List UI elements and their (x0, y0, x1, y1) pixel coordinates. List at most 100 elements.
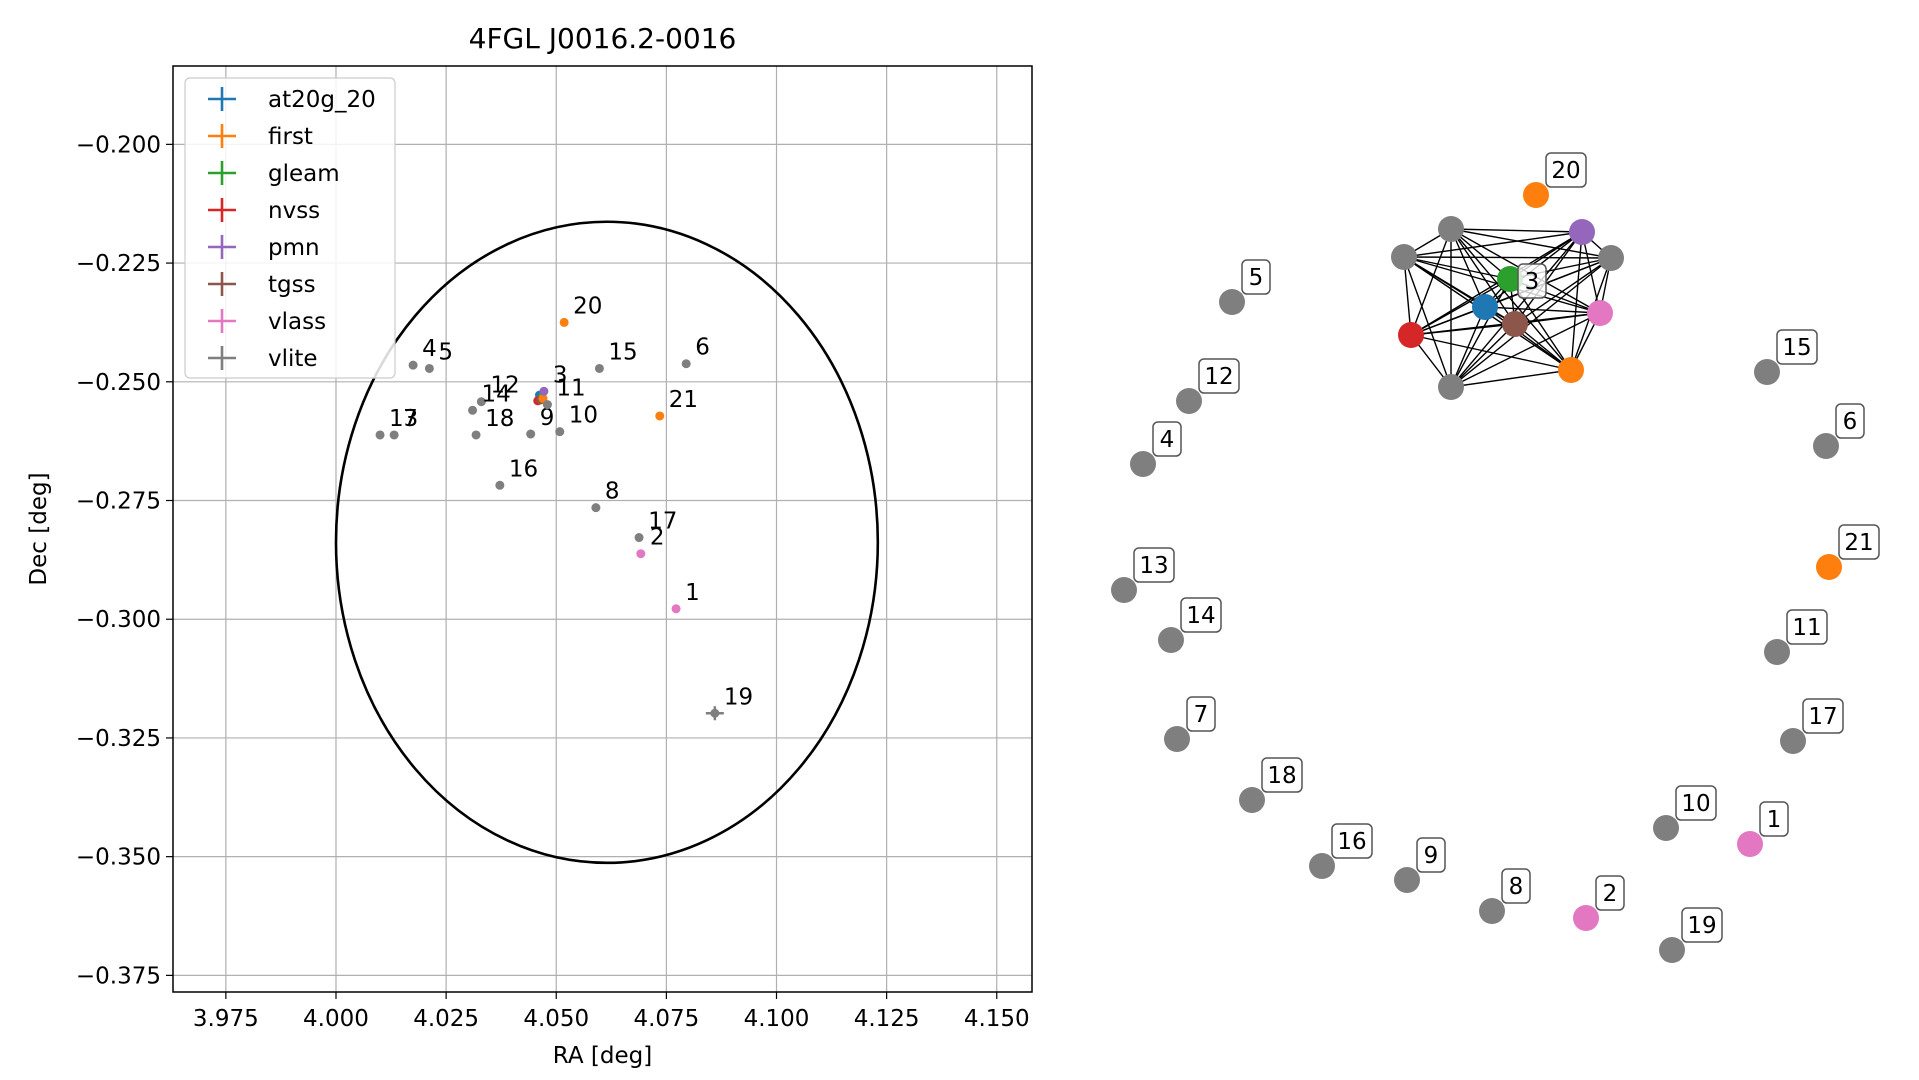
y-tick-label: −0.375 (76, 963, 161, 989)
data-point-21 (655, 411, 665, 421)
plot-frame (172, 65, 1033, 993)
node-label-16: 16 (1331, 823, 1373, 859)
graph-edge (1581, 231, 1601, 314)
data-point-11 (542, 400, 552, 410)
graph-node-14 (1158, 627, 1184, 653)
legend-entry-gleam: gleam (268, 161, 340, 187)
node-label-box (1186, 696, 1216, 732)
data-point-20 (559, 317, 569, 327)
x-tick-label: 3.975 (193, 1006, 259, 1032)
legend-entry-at20g_20: at20g_20 (268, 87, 376, 113)
node-label-1: 1 (1759, 801, 1789, 837)
node-label-2: 2 (1595, 875, 1625, 911)
x-tick-label: 4.100 (744, 1006, 810, 1032)
node-label-text: 18 (1267, 763, 1296, 789)
graph-node-4 (1130, 451, 1156, 477)
graph-edge (1403, 231, 1583, 258)
node-label-text: 12 (1204, 364, 1233, 390)
node-label-box (1133, 547, 1175, 583)
point-label-15: 15 (608, 339, 637, 365)
node-label-text: 2 (1603, 881, 1618, 907)
graph-edge (1450, 369, 1572, 388)
association-graph-panel: 3 20 5 12 4 13 14 7 18 16 9 8 2 19 10 1 17 11 21 6 15 (1111, 152, 1880, 963)
point-label-16: 16 (509, 456, 538, 482)
graph-node-vlite (1438, 374, 1464, 400)
point-label-4: 4 (422, 336, 437, 362)
node-label-box (1545, 152, 1587, 188)
x-tick-label: 4.000 (303, 1006, 369, 1032)
point-label-9: 9 (540, 405, 555, 431)
y-tick-label: −0.325 (76, 726, 161, 752)
node-label-text: 1 (1767, 807, 1782, 833)
node-label-text: 21 (1844, 530, 1873, 556)
data-point-9 (526, 429, 536, 439)
node-label-box (1241, 259, 1271, 295)
graph-node-pmn (1569, 219, 1595, 245)
node-label-text: 4 (1160, 427, 1175, 453)
point-label-7: 7 (403, 406, 418, 432)
graph-node-6 (1813, 433, 1839, 459)
graph-node-vlass (1587, 300, 1613, 326)
data-point-10 (555, 427, 565, 437)
legend-entry-tgss: tgss (268, 272, 316, 298)
point-label-20: 20 (573, 293, 602, 319)
data-point-16 (495, 480, 505, 490)
graph-edge (1450, 323, 1516, 388)
node-label-6: 6 (1835, 403, 1865, 439)
cluster-label: 3 (1517, 263, 1547, 299)
node-label-box (1595, 875, 1625, 911)
legend-box (184, 77, 396, 379)
graph-edge (1410, 334, 1572, 371)
node-label-box (1517, 263, 1547, 299)
node-label-box (1331, 823, 1373, 859)
graph-node-9 (1394, 867, 1420, 893)
point-label-19: 19 (724, 684, 753, 710)
data-point-13 (375, 430, 385, 440)
y-axis-label: Dec [deg] (26, 472, 52, 585)
legend-entry-vlite: vlite (268, 346, 318, 372)
point-label-14: 14 (482, 381, 511, 407)
graph-node-vlite (1438, 216, 1464, 242)
x-axis-label: RA [deg] (553, 1043, 652, 1069)
node-label-text: 6 (1843, 409, 1858, 435)
node-label-box (1802, 698, 1844, 734)
graph-node-19 (1659, 937, 1685, 963)
graph-edge (1410, 257, 1612, 336)
y-tick-label: −0.225 (76, 251, 161, 277)
data-point-8 (591, 503, 601, 513)
data-point-4 (408, 360, 418, 370)
graph-node-2 (1573, 905, 1599, 931)
graph-node-15 (1754, 359, 1780, 385)
node-label-11: 11 (1786, 609, 1828, 645)
x-tick-label: 4.075 (633, 1006, 699, 1032)
node-label-21: 21 (1838, 524, 1880, 560)
data-point-5 (424, 363, 434, 373)
node-label-text: 13 (1139, 553, 1168, 579)
data-point-19 (710, 708, 720, 718)
point-label-12: 12 (490, 373, 519, 399)
graph-node-11 (1764, 639, 1790, 665)
graph-node-7 (1164, 726, 1190, 752)
node-label-box (1786, 609, 1828, 645)
point-label-10: 10 (569, 403, 598, 429)
node-label-box (1835, 403, 1865, 439)
y-tick-label: −0.300 (76, 607, 161, 633)
legend-entry-nvss: nvss (268, 198, 320, 224)
graph-node-13 (1111, 577, 1137, 603)
legend-entry-first: first (268, 124, 313, 150)
legend-entry-pmn: pmn (268, 235, 320, 261)
point-label-13: 13 (389, 406, 418, 432)
graph-edge (1450, 228, 1583, 233)
node-label-12: 12 (1198, 358, 1240, 394)
graph-node-vlite (1598, 245, 1624, 271)
chart-title: 4FGL J0016.2-0016 (469, 22, 737, 55)
graph-edge (1450, 228, 1612, 259)
graph-edge (1403, 256, 1516, 325)
y-tick-label: −0.200 (76, 132, 161, 158)
graph-node-20 (1523, 182, 1549, 208)
node-label-text: 16 (1337, 829, 1366, 855)
node-label-text: 17 (1808, 704, 1837, 730)
node-label-14: 14 (1180, 597, 1222, 633)
data-point-14 (468, 405, 478, 415)
